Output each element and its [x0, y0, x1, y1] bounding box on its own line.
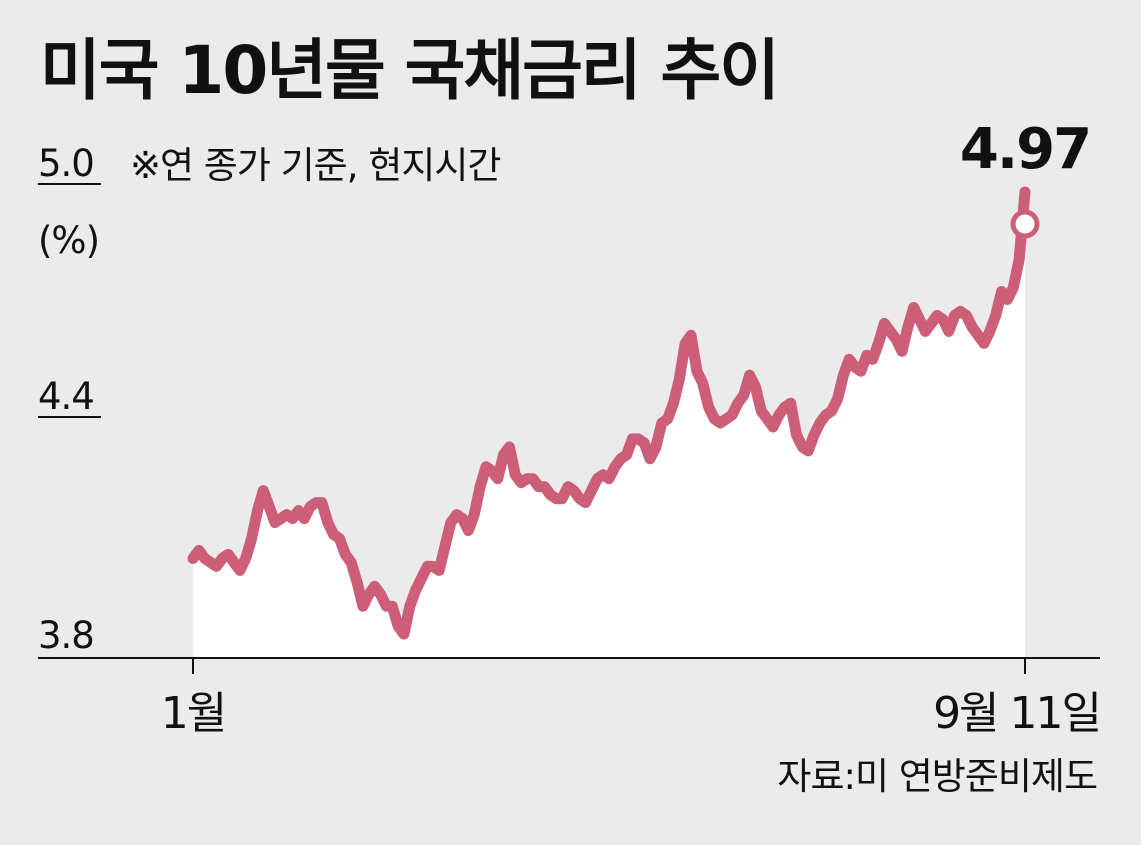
y-tick-label: 5.0 — [38, 142, 94, 185]
last-value-label: 4.97 — [960, 117, 1090, 182]
chart-title: 미국 10년물 국채금리 추이 — [40, 32, 780, 109]
x-tick-label-end: 9월 11일 — [933, 688, 1100, 739]
chart-source: 자료:미 연방준비제도 — [777, 755, 1098, 798]
y-tick-label: 4.4 — [38, 375, 94, 418]
chart-note: ※연 종가 기준, 현지시간 — [130, 144, 501, 187]
area-fill — [193, 192, 1025, 658]
x-tick-label-start: 1월 — [161, 688, 225, 739]
series-line — [187, 186, 1031, 640]
last-point-marker — [1010, 209, 1040, 239]
y-axis-unit: (%) — [38, 219, 100, 262]
y-tick-label: 3.8 — [38, 614, 94, 657]
